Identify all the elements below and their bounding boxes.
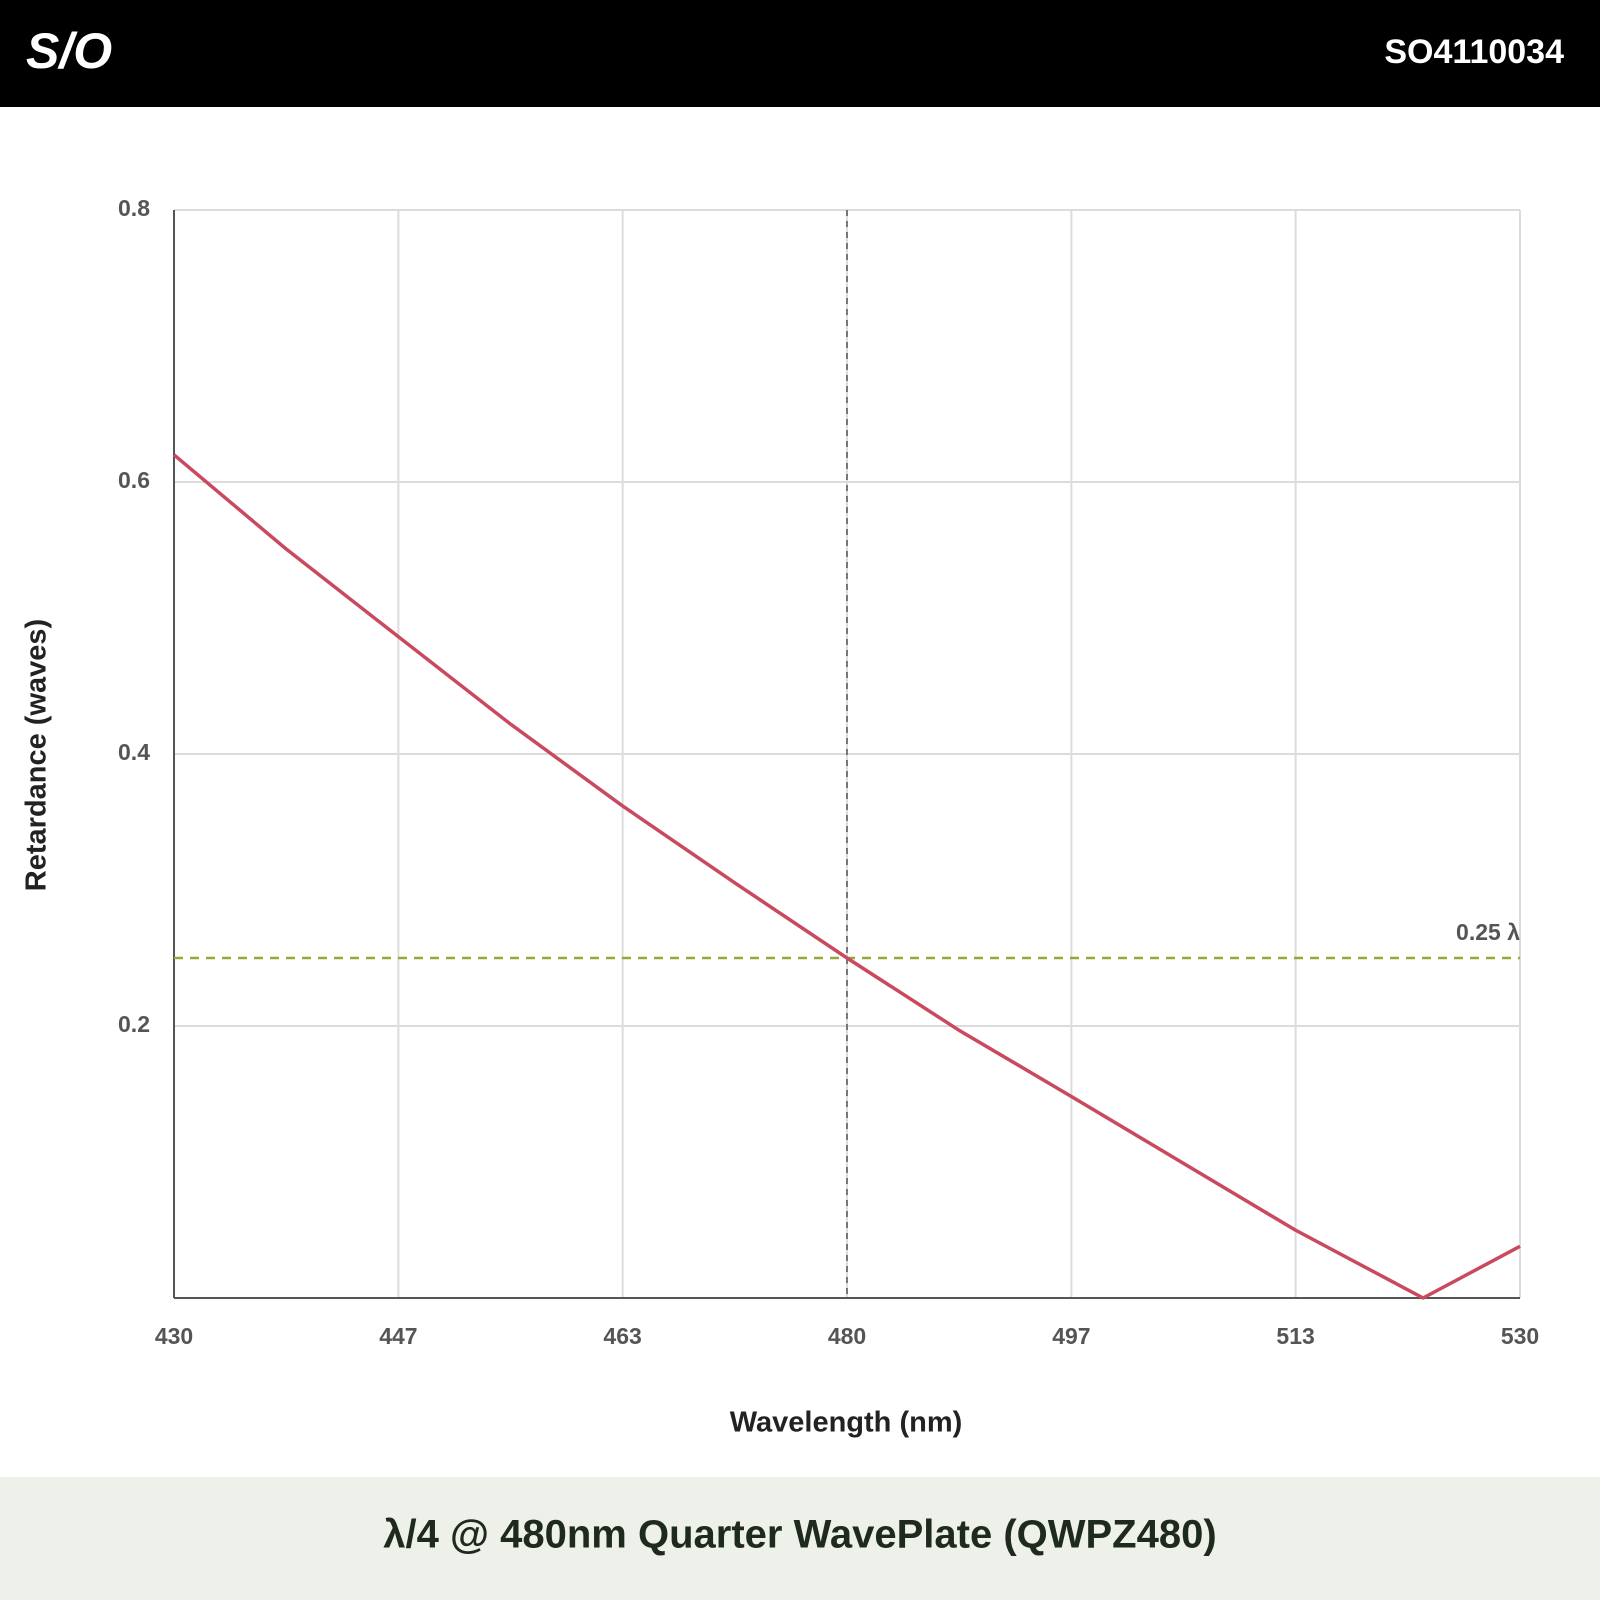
x-axis-label: Wavelength (nm) xyxy=(730,1407,963,1439)
header-bar xyxy=(0,0,1600,107)
y-tick-label: 0.2 xyxy=(118,1011,150,1037)
x-tick-label: 513 xyxy=(1276,1323,1314,1349)
x-tick-label: 480 xyxy=(828,1323,866,1349)
y-tick-label: 0.6 xyxy=(118,467,150,493)
reference-label: 0.25 λ xyxy=(1456,919,1520,945)
x-tick-label: 463 xyxy=(603,1323,641,1349)
chart-title: λ/4 @ 480nm Quarter WavePlate (QWPZ480) xyxy=(383,1513,1216,1557)
x-tick-label: 530 xyxy=(1501,1323,1539,1349)
product-code: SO4110034 xyxy=(1384,33,1564,71)
logo: S/O xyxy=(26,23,112,79)
x-tick-label: 447 xyxy=(379,1323,417,1349)
footer-bar xyxy=(0,1477,1600,1600)
x-tick-label: 497 xyxy=(1052,1323,1090,1349)
x-tick-label: 430 xyxy=(155,1323,193,1349)
y-tick-label: 0.8 xyxy=(118,195,150,221)
y-axis-label: Retardance (waves) xyxy=(21,619,53,891)
y-tick-label: 0.4 xyxy=(118,739,150,765)
data-line xyxy=(172,453,1521,1300)
